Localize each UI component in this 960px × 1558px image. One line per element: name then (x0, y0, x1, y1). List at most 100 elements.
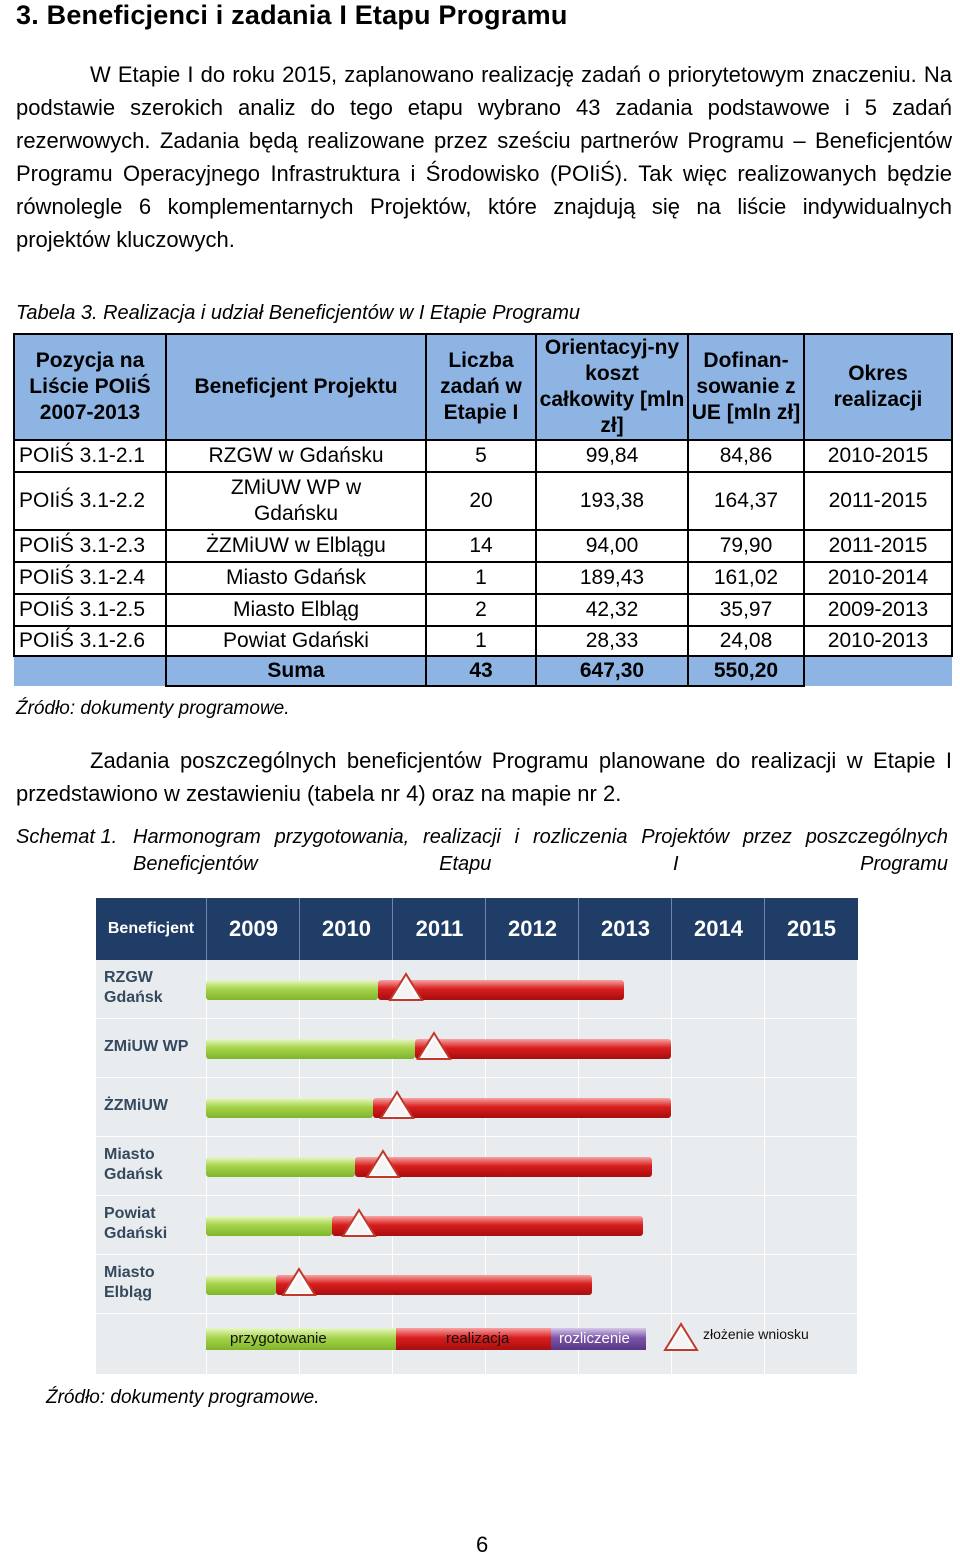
gantt-submission-marker (378, 1090, 415, 1119)
cell-task-count: 1 (425, 561, 537, 595)
cell-cost: 94,00 (535, 529, 689, 563)
gantt-year-label: 2010 (299, 898, 393, 960)
gantt-bar-preparation (206, 1216, 332, 1236)
cell-eu-funding: 79,90 (687, 529, 805, 563)
gantt-bar-preparation (206, 1275, 276, 1295)
cell-position: POIiŚ 3.1-2.6 (13, 625, 167, 657)
legend-realization-bar (396, 1328, 551, 1350)
gantt-year-label: 2013 (578, 898, 672, 960)
header-eu-funding: Dofinan-sowanie z UE [mln zł] (687, 333, 805, 441)
gantt-year-label: 2011 (392, 898, 486, 960)
gantt-row-separator (96, 1254, 858, 1255)
cell-beneficiary: Miasto Gdańsk (165, 561, 427, 595)
gantt-bar-realization (331, 1216, 644, 1236)
header-position: Pozycja na Liście POIiŚ 2007-2013 (13, 333, 167, 441)
legend-preparation-bar (206, 1328, 396, 1350)
cell-task-count: 1 (425, 625, 537, 657)
cell-cost: 42,32 (535, 593, 689, 627)
legend-label: rozliczenie (559, 1330, 630, 1347)
sum-task-count: 43 (425, 655, 537, 687)
gantt-submission-marker (281, 1267, 317, 1296)
gantt-row-label: ZMiUW WP (104, 1037, 188, 1057)
table-header-row: Pozycja na Liście POIiŚ 2007-2013 Benefi… (13, 333, 953, 441)
header-task-count: Liczba zadań w Etapie I (425, 333, 537, 441)
cell-beneficiary: Miasto Elbląg (165, 593, 427, 627)
cell-period: 2009-2013 (803, 593, 953, 627)
cell-position: POIiŚ 3.1-2.3 (13, 529, 167, 563)
cell-cost: 189,43 (535, 561, 689, 595)
cell-eu-funding: 164,37 (687, 471, 805, 531)
gantt-row-separator (96, 1077, 858, 1078)
table-sum-row: Suma 43 647,30 550,20 (14, 655, 952, 687)
table-row: POIiŚ 3.1-2.1 RZGW w Gdańsku 5 99,84 84,… (13, 439, 953, 473)
legend-label: złożenie wniosku (703, 1326, 809, 1342)
gantt-row-label-line: Miasto (104, 1146, 155, 1163)
cell-period: 2010-2015 (803, 439, 953, 473)
gantt-row-label-line: ZMiUW WP (104, 1038, 189, 1055)
intro-paragraph: W Etapie I do roku 2015, zaplanowano rea… (16, 62, 952, 252)
gantt-header: Beneficjent 2009 2010 2011 2012 2013 2014 2015 (96, 898, 858, 960)
gantt-row-label: RZGW Gdańsk (104, 968, 163, 1008)
cell-period: 2011-2015 (803, 471, 953, 531)
cell-beneficiary: ŻZMiUW w Elblągu (165, 529, 427, 563)
cell-task-count: 14 (425, 529, 537, 563)
gantt-bar-realization (415, 1039, 671, 1059)
table-row: POIiŚ 3.1-2.5 Miasto Elbląg 2 42,32 35,9… (13, 593, 953, 627)
section-heading: 3. Beneficjenci i zadania I Etapu Progra… (16, 0, 568, 30)
gantt-row-separator (96, 1195, 858, 1196)
legend-label: realizacja (446, 1330, 510, 1347)
legend-submission-marker (663, 1322, 699, 1351)
cell-period: 2010-2014 (803, 561, 953, 595)
gantt-row-label-line: RZGW (104, 969, 153, 986)
schema-caption-text: Harmonogram przygotowania, realizacji i … (133, 826, 948, 875)
page-number: 6 (476, 1532, 489, 1557)
table-row: POIiŚ 3.1-2.2 ZMiUW WP w Gdańsku 20 193,… (13, 471, 953, 531)
schema-caption: Schemat 1. Harmonogram przygotowania, rea… (16, 824, 952, 878)
table-row: POIiŚ 3.1-2.3 ŻZMiUW w Elblągu 14 94,00 … (13, 529, 953, 563)
sum-cost: 647,30 (535, 655, 689, 687)
gantt-row-label-line: Miasto (104, 1264, 155, 1281)
cell-eu-funding: 24,08 (687, 625, 805, 657)
gantt-row-label: ŻZMiUW (104, 1096, 168, 1116)
beneficiaries-table: Pozycja na Liście POIiŚ 2007-2013 Benefi… (13, 333, 953, 687)
table-row: POIiŚ 3.1-2.6 Powiat Gdański 1 28,33 24,… (13, 625, 953, 657)
gantt-year-label: 2009 (206, 898, 300, 960)
gantt-chart: Beneficjent 2009 2010 2011 2012 2013 2014 2015 … (96, 898, 858, 1374)
cell-task-count: 2 (425, 593, 537, 627)
cell-eu-funding: 84,86 (687, 439, 805, 473)
cell-beneficiary: Powiat Gdański (165, 625, 427, 657)
gantt-bar-realization (275, 1275, 592, 1295)
gantt-bar-preparation (206, 1039, 416, 1059)
cell-cost: 99,84 (535, 439, 689, 473)
gantt-bar-realization (373, 1098, 671, 1118)
gantt-submission-marker (416, 1031, 452, 1060)
cell-position: POIiŚ 3.1-2.2 (13, 471, 167, 531)
cell-period: 2010-2013 (803, 625, 953, 657)
sum-eu-funding: 550,20 (687, 655, 805, 687)
gantt-year-label: 2015 (764, 898, 858, 960)
cell-cost: 28,33 (535, 625, 689, 657)
header-period: Okres realizacji (803, 333, 953, 441)
sum-label: Suma (165, 655, 427, 687)
gantt-row-label-line: Gdańsk (104, 989, 163, 1006)
cell-eu-funding: 161,02 (687, 561, 805, 595)
cell-task-count: 5 (425, 439, 537, 473)
table-caption: Tabela 3. Realizacja i udział Beneficjen… (16, 302, 581, 324)
gantt-row-separator (96, 1136, 858, 1137)
cell-position: POIiŚ 3.1-2.1 (13, 439, 167, 473)
cell-beneficiary: RZGW w Gdańsku (165, 439, 427, 473)
gantt-grid-line (857, 960, 858, 1374)
cell-period: 2011-2015 (803, 529, 953, 563)
gantt-submission-marker (364, 1149, 401, 1178)
gantt-row-label: Miasto Elbląg (104, 1263, 155, 1303)
second-paragraph: Zadania poszczególnych beneficjentów Pro… (16, 748, 952, 806)
gantt-grid-line (671, 960, 672, 1374)
gantt-bar-preparation (206, 1098, 374, 1118)
gantt-grid-line (764, 960, 765, 1374)
sum-blank-cell (14, 655, 166, 686)
header-cost: Orientacyj-ny koszt całkowity [mln zł] (535, 333, 689, 441)
gantt-bar-realization (354, 1157, 653, 1177)
header-beneficiary: Beneficjent Projektu (165, 333, 427, 441)
cell-eu-funding: 35,97 (687, 593, 805, 627)
legend-settlement-bar (551, 1328, 646, 1350)
